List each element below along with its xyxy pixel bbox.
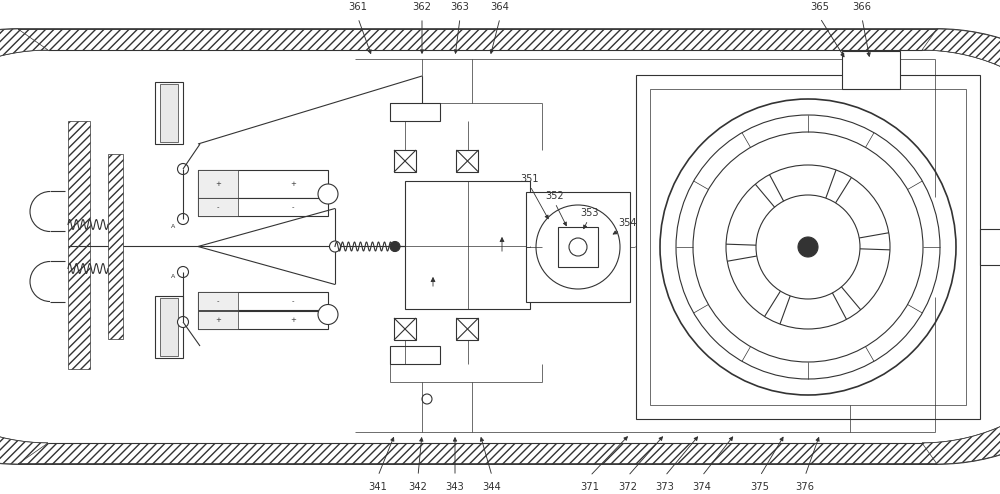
- Bar: [650, 89, 966, 405]
- Bar: [108, 154, 123, 339]
- Text: 354: 354: [619, 218, 637, 228]
- Text: A: A: [171, 223, 175, 229]
- Bar: [155, 296, 183, 358]
- Text: 341: 341: [369, 482, 387, 492]
- Circle shape: [693, 132, 923, 362]
- Circle shape: [178, 164, 188, 174]
- Bar: [842, 51, 900, 89]
- Text: +: +: [215, 181, 221, 187]
- Text: 366: 366: [852, 2, 871, 12]
- Bar: [160, 84, 178, 142]
- Text: 373: 373: [656, 482, 674, 492]
- Text: -: -: [292, 298, 294, 304]
- Text: 343: 343: [446, 482, 464, 492]
- Text: 353: 353: [581, 208, 599, 218]
- Text: 362: 362: [413, 2, 432, 12]
- Text: +: +: [290, 181, 296, 187]
- Circle shape: [178, 213, 188, 224]
- Bar: [405, 181, 530, 309]
- Bar: [68, 121, 90, 369]
- Bar: [394, 318, 416, 340]
- Circle shape: [330, 241, 340, 252]
- Circle shape: [660, 99, 956, 395]
- Polygon shape: [922, 29, 1000, 464]
- Text: A: A: [171, 274, 175, 279]
- Bar: [394, 150, 416, 172]
- Circle shape: [536, 205, 620, 289]
- Bar: [980, 229, 1000, 265]
- Circle shape: [676, 115, 940, 379]
- Text: 363: 363: [451, 2, 469, 12]
- Bar: [456, 318, 478, 340]
- Text: 364: 364: [491, 2, 509, 12]
- Bar: [390, 346, 440, 364]
- Bar: [198, 311, 328, 329]
- Text: -: -: [292, 204, 294, 210]
- Bar: [390, 103, 440, 121]
- Text: -: -: [217, 298, 219, 304]
- Text: 376: 376: [796, 482, 815, 492]
- Text: 351: 351: [521, 174, 539, 184]
- Bar: [456, 150, 478, 172]
- Circle shape: [178, 266, 188, 278]
- Circle shape: [756, 195, 860, 299]
- Text: 374: 374: [693, 482, 711, 492]
- Text: 365: 365: [810, 2, 829, 12]
- Bar: [198, 292, 238, 310]
- Circle shape: [798, 237, 818, 257]
- Bar: [198, 311, 238, 329]
- Text: 371: 371: [580, 482, 600, 492]
- Bar: [198, 170, 238, 198]
- Bar: [558, 227, 598, 267]
- Text: 344: 344: [483, 482, 501, 492]
- Polygon shape: [18, 443, 937, 464]
- Bar: [155, 82, 183, 144]
- Circle shape: [726, 165, 890, 329]
- Text: 352: 352: [546, 191, 564, 201]
- Circle shape: [318, 184, 338, 204]
- Text: +: +: [290, 317, 296, 323]
- Bar: [198, 198, 328, 216]
- Circle shape: [569, 238, 587, 256]
- Text: +: +: [215, 317, 221, 323]
- Polygon shape: [0, 29, 48, 464]
- Text: 361: 361: [349, 2, 368, 12]
- Bar: [160, 298, 178, 356]
- Text: 342: 342: [409, 482, 427, 492]
- Bar: [198, 170, 328, 198]
- Text: 372: 372: [618, 482, 638, 492]
- Circle shape: [422, 394, 432, 404]
- Bar: [198, 292, 328, 310]
- Circle shape: [390, 242, 400, 251]
- Bar: [636, 75, 980, 419]
- Bar: [198, 198, 238, 216]
- Bar: [526, 192, 630, 302]
- Circle shape: [178, 317, 188, 328]
- Text: -: -: [217, 204, 219, 210]
- Circle shape: [318, 304, 338, 325]
- Text: 375: 375: [750, 482, 770, 492]
- Polygon shape: [18, 29, 937, 50]
